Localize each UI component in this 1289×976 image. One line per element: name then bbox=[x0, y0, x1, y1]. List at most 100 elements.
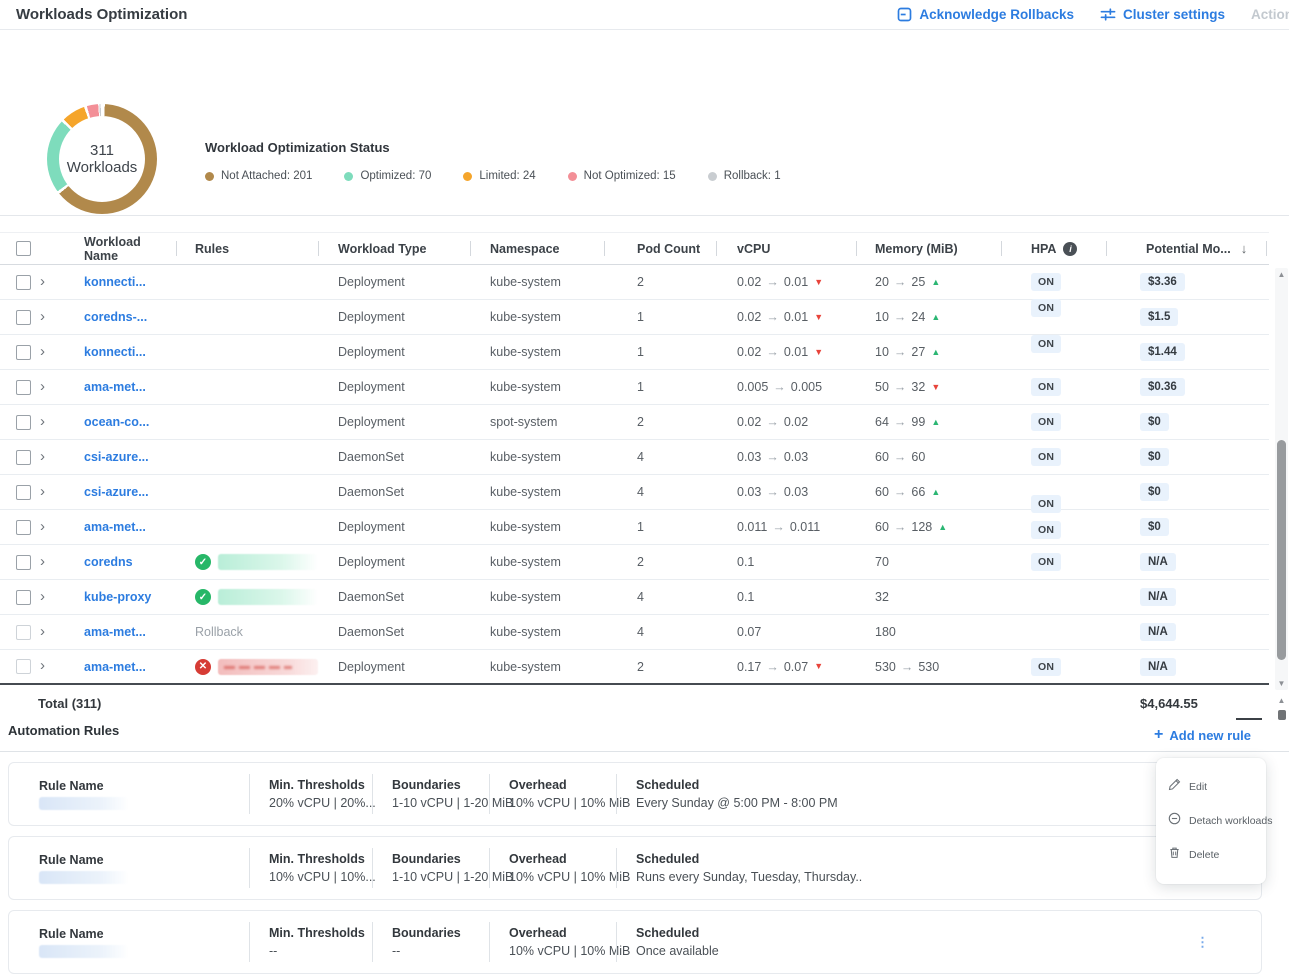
rules-scrollbar[interactable]: ▲ bbox=[1275, 694, 1288, 726]
arrow-right-icon: → bbox=[766, 450, 779, 464]
vcpu-cell: 0.17 → 0.07 ▼ bbox=[716, 650, 856, 683]
row-checkbox[interactable] bbox=[16, 379, 31, 395]
workload-name-link[interactable]: kube-proxy bbox=[84, 590, 152, 604]
trash-icon bbox=[1168, 846, 1181, 864]
sort-descending-icon[interactable]: ↓ bbox=[1240, 241, 1248, 256]
overhead-column: Overhead 10% vCPU | 10% MiB bbox=[489, 774, 630, 814]
cluster-settings-button[interactable]: Cluster settings bbox=[1100, 7, 1225, 22]
scroll-up-icon[interactable]: ▲ bbox=[1277, 696, 1286, 705]
row-checkbox[interactable] bbox=[16, 624, 31, 640]
table-row: › ama-met... ✓ ✕ Deployment kube-system … bbox=[0, 510, 1269, 545]
memory-current: 20 bbox=[875, 275, 889, 289]
vcpu-cell: 0.02 → 0.02 bbox=[716, 405, 856, 439]
column-workload-name[interactable]: Workload Name bbox=[84, 234, 141, 263]
menu-item-edit[interactable]: Edit bbox=[1156, 770, 1266, 804]
row-checkbox[interactable] bbox=[16, 484, 31, 500]
actions-button[interactable]: Action bbox=[1251, 7, 1289, 22]
expand-chevron-icon[interactable]: › bbox=[40, 517, 45, 535]
acknowledge-rollbacks-button[interactable]: Acknowledge Rollbacks bbox=[897, 7, 1074, 22]
expand-chevron-icon[interactable]: › bbox=[40, 447, 45, 465]
memory-recommended: 99 bbox=[911, 415, 926, 429]
column-workload-type[interactable]: Workload Type bbox=[318, 233, 470, 264]
expand-chevron-icon[interactable]: › bbox=[40, 412, 45, 430]
scroll-down-icon[interactable]: ▼ bbox=[1277, 679, 1286, 688]
scrollbar-thumb[interactable] bbox=[1278, 710, 1286, 720]
column-pod-count[interactable]: Pod Count bbox=[604, 233, 716, 264]
add-new-rule-button[interactable]: + Add new rule bbox=[1154, 727, 1251, 743]
table-row: › konnecti... ✓ ✕ Deployment kube-system… bbox=[0, 265, 1269, 300]
legend-dot-icon bbox=[707, 171, 717, 181]
workload-name-link[interactable]: csi-azure... bbox=[84, 485, 149, 499]
thresholds-value: 20% vCPU | 20%... bbox=[269, 796, 376, 810]
legend-item-not-attached: Not Attached: 201 bbox=[205, 170, 312, 182]
vcpu-cell: 0.02 → 0.01 ▼ bbox=[716, 300, 856, 334]
expand-chevron-icon[interactable]: › bbox=[40, 587, 45, 605]
workload-name-link[interactable]: coredns-... bbox=[84, 310, 148, 324]
workload-name-link[interactable]: csi-azure... bbox=[84, 450, 149, 464]
expand-chevron-icon[interactable]: › bbox=[40, 272, 45, 290]
workload-name-link[interactable]: ama-met... bbox=[84, 520, 146, 534]
workload-name-link[interactable]: ocean-co... bbox=[84, 415, 150, 429]
workload-name-link[interactable]: ama-met... bbox=[84, 625, 146, 639]
pod-count: 4 bbox=[637, 590, 644, 604]
column-hpa[interactable]: HPA i bbox=[1001, 233, 1106, 264]
column-namespace[interactable]: Namespace bbox=[470, 233, 604, 264]
vcpu-recommended: 0.01 bbox=[783, 345, 809, 359]
rule-card-2: Rule Name Min. Thresholds 10% vCPU | 10%… bbox=[8, 836, 1262, 900]
menu-item-delete[interactable]: Delete bbox=[1156, 838, 1266, 872]
minus-circle-icon bbox=[1168, 812, 1181, 830]
rules-cell: ✓ ✕ Rollback bbox=[176, 615, 318, 649]
row-checkbox[interactable] bbox=[16, 519, 31, 535]
boundaries-column: Boundaries -- bbox=[372, 922, 489, 962]
column-potential-savings[interactable]: Potential Mo... ↓ bbox=[1106, 233, 1269, 264]
legend-dot-icon bbox=[463, 171, 473, 181]
trend-icon: ▲ bbox=[931, 416, 941, 427]
expand-chevron-icon[interactable]: › bbox=[40, 657, 45, 674]
workload-name-link[interactable]: konnecti... bbox=[84, 275, 146, 289]
info-icon[interactable]: i bbox=[1063, 241, 1078, 256]
workload-name-link[interactable]: konnecti... bbox=[84, 345, 146, 359]
table-row: › ama-met... ✓ ✕ Deployment kube-system … bbox=[0, 650, 1269, 685]
expand-chevron-icon[interactable]: › bbox=[40, 482, 45, 500]
row-checkbox[interactable] bbox=[16, 274, 31, 290]
kebab-menu-icon[interactable]: ⋮ bbox=[1196, 934, 1209, 950]
trend-icon: ▼ bbox=[814, 346, 824, 357]
select-all-checkbox[interactable] bbox=[16, 241, 31, 256]
expand-chevron-icon[interactable]: › bbox=[40, 377, 45, 395]
row-checkbox[interactable] bbox=[16, 344, 31, 360]
column-vcpu[interactable]: vCPU bbox=[716, 233, 856, 264]
workloads-table: Workload Name Rules Workload Type Namesp… bbox=[0, 232, 1269, 721]
workload-name-link[interactable]: ama-met... bbox=[84, 659, 146, 674]
workload-name-link[interactable]: coredns bbox=[84, 555, 133, 569]
memory-current: 70 bbox=[875, 555, 889, 569]
workload-name-link[interactable]: ama-met... bbox=[84, 380, 146, 394]
table-scrollbar[interactable]: ▲ ▼ bbox=[1275, 268, 1288, 690]
arrow-right-icon: → bbox=[893, 415, 907, 429]
expand-chevron-icon[interactable]: › bbox=[40, 622, 45, 640]
row-checkbox[interactable] bbox=[16, 554, 31, 570]
trend-icon: ▼ bbox=[814, 661, 824, 671]
row-checkbox[interactable] bbox=[16, 589, 31, 605]
table-row: › konnecti... ✓ ✕ Deployment kube-system… bbox=[0, 335, 1269, 370]
scheduled-label: Scheduled bbox=[636, 926, 700, 940]
row-checkbox[interactable] bbox=[16, 309, 31, 325]
column-rules[interactable]: Rules bbox=[176, 233, 318, 264]
row-checkbox[interactable] bbox=[16, 659, 31, 674]
vcpu-cell: 0.03 → 0.03 bbox=[716, 475, 856, 509]
scrollbar-thumb[interactable] bbox=[1277, 440, 1286, 660]
row-checkbox[interactable] bbox=[16, 449, 31, 465]
row-checkbox[interactable] bbox=[16, 414, 31, 430]
rule-attached-icon: ✓ bbox=[195, 589, 211, 605]
memory-cell: 10 → 24 ▲ bbox=[856, 300, 1001, 334]
column-memory[interactable]: Memory (MiB) bbox=[856, 233, 1001, 264]
vcpu-cell: 0.005 → 0.005 bbox=[716, 370, 856, 404]
expand-chevron-icon[interactable]: › bbox=[40, 342, 45, 360]
expand-chevron-icon[interactable]: › bbox=[40, 307, 45, 325]
rule-actions-dropdown: Edit Detach workloads Delete bbox=[1156, 758, 1272, 884]
thresholds-column: Min. Thresholds 10% vCPU | 10%... bbox=[249, 848, 376, 888]
menu-item-detach-workloads[interactable]: Detach workloads bbox=[1156, 804, 1272, 838]
trend-icon: ▲ bbox=[931, 311, 941, 322]
expand-chevron-icon[interactable]: › bbox=[40, 552, 45, 570]
scroll-up-icon[interactable]: ▲ bbox=[1277, 270, 1286, 279]
scheduled-column: Scheduled Every Sunday @ 5:00 PM - 8:00 … bbox=[616, 774, 1261, 814]
